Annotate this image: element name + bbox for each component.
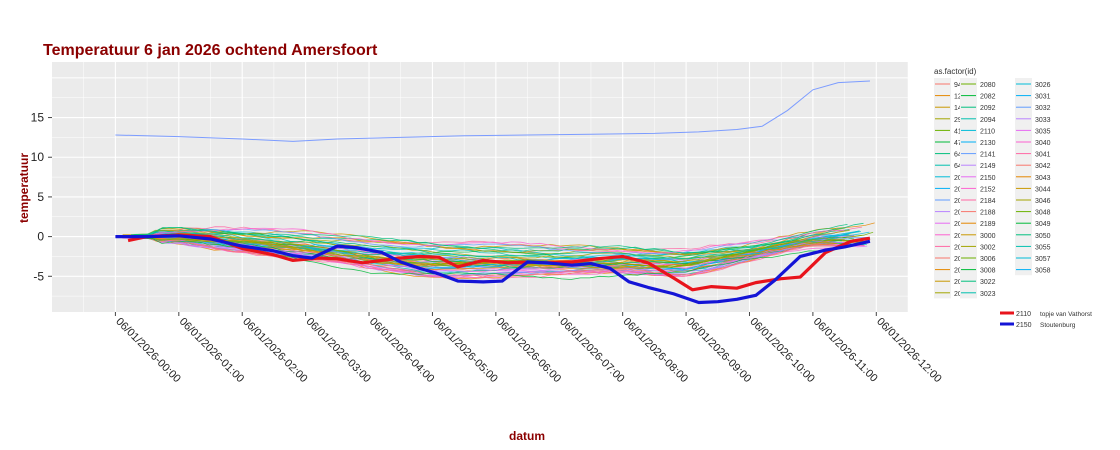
y-axis-label: temperatuur (17, 153, 31, 223)
legend-label: 3002 (980, 244, 996, 251)
legend-label: 3050 (1035, 233, 1051, 240)
x-tick-label: 06/01/2026-00:00 (113, 316, 182, 385)
legend-label: 3031 (1035, 94, 1051, 101)
legend-label-highlight-id: 2110 (1016, 311, 1031, 318)
legend-label: 3008 (980, 268, 996, 275)
station-line (131, 222, 864, 254)
legend-label: 3022 (980, 279, 996, 286)
x-tick-label: 06/01/2026-10:00 (747, 316, 816, 385)
legend-label: 648 (954, 152, 966, 159)
x-tick-label: 06/01/2026-07:00 (557, 316, 626, 385)
x-axis-label: datum (509, 429, 545, 443)
highlight-lines (115, 80, 871, 305)
legend: as.factor(id) 94121141298414470648649200… (934, 67, 1092, 329)
legend-label: 298 (954, 117, 966, 124)
legend-label: 3006 (980, 256, 996, 263)
legend-label: 2188 (980, 210, 996, 217)
legend-title: as.factor(id) (934, 67, 977, 76)
legend-label: 141 (954, 105, 966, 112)
legend-label: 3055 (1035, 244, 1051, 251)
x-tick-label: 06/01/2026-12:00 (874, 316, 943, 385)
x-tick-label: 06/01/2026-05:00 (430, 316, 499, 385)
x-tick-label: 06/01/2026-09:00 (684, 316, 753, 385)
legend-label: 3032 (1035, 105, 1051, 112)
station-line (134, 224, 848, 254)
chart-title: Temperatuur 6 jan 2026 ochtend Amersfoor… (43, 42, 378, 59)
series-line-2150 (115, 234, 871, 305)
legend-label: 3043 (1035, 175, 1051, 182)
x-axis-ticks: 06/01/2026-00:0006/01/2026-01:0006/01/20… (113, 312, 944, 385)
legend-label: 2152 (980, 186, 996, 193)
station-line (140, 228, 836, 255)
legend-label: 2080 (980, 82, 996, 89)
x-tick-label: 06/01/2026-02:00 (240, 316, 309, 385)
station-line (127, 232, 841, 264)
series-line-2110 (127, 233, 871, 292)
x-tick-label: 06/01/2026-06:00 (494, 316, 563, 385)
legend-label: 3041 (1035, 152, 1051, 159)
legend-label: 3057 (1035, 256, 1051, 263)
y-axis-ticks: -5 0 5 10 15 (31, 111, 52, 283)
legend-label: 3033 (1035, 117, 1051, 124)
station-line (130, 236, 835, 278)
legend-label-highlight: topje van Vathorst (1040, 311, 1092, 318)
legend-label: 94 (954, 82, 962, 89)
legend-label-highlight-id: 2150 (1016, 322, 1032, 329)
y-tick-label: 10 (31, 150, 45, 164)
station-line (135, 229, 850, 260)
legend-label: 2110 (980, 128, 995, 135)
legend-label: 121 (954, 94, 966, 101)
legend-label: 3023 (980, 291, 996, 298)
legend-label: 3046 (1035, 198, 1051, 205)
x-tick-label: 06/01/2026-04:00 (367, 316, 436, 385)
legend-label: 3040 (1035, 140, 1051, 147)
legend-label: 2150 (980, 175, 996, 182)
y-tick-label: 0 (37, 230, 44, 244)
x-tick-label: 06/01/2026-01:00 (177, 316, 246, 385)
x-tick-label: 06/01/2026-11:00 (811, 316, 880, 385)
legend-label: 2130 (980, 140, 996, 147)
station-line (130, 236, 845, 271)
station-line (128, 233, 842, 269)
station-line (126, 236, 850, 266)
legend-label: 2082 (980, 94, 996, 101)
y-tick-label: 5 (37, 190, 44, 204)
x-tick-label: 06/01/2026-03:00 (304, 316, 373, 385)
legend-label: 3049 (1035, 221, 1051, 228)
legend-label: 3026 (1035, 82, 1051, 89)
legend-label-highlight: Stoutenburg (1040, 322, 1076, 329)
legend-label: 2149 (980, 163, 996, 170)
legend-label: 2189 (980, 221, 996, 228)
legend-label: 3035 (1035, 128, 1051, 135)
x-tick-label: 06/01/2026-08:00 (621, 316, 690, 385)
legend-label: 3048 (1035, 210, 1051, 217)
station-line (140, 227, 845, 254)
y-tick-label: 15 (31, 111, 45, 125)
legend-label: 414 (954, 128, 966, 135)
y-tick-label: -5 (33, 269, 44, 283)
legend-label: 3058 (1035, 268, 1051, 275)
legend-label: 3042 (1035, 163, 1051, 170)
legend-label: 470 (954, 140, 966, 147)
legend-label: 3000 (980, 233, 996, 240)
series-line-3026 (115, 80, 870, 142)
legend-label: 2092 (980, 105, 996, 112)
legend-label: 2141 (980, 152, 996, 159)
legend-label: 2094 (980, 117, 996, 124)
legend-label: 3044 (1035, 186, 1051, 193)
legend-label: 2184 (980, 198, 996, 205)
legend-label: 649 (954, 163, 966, 170)
